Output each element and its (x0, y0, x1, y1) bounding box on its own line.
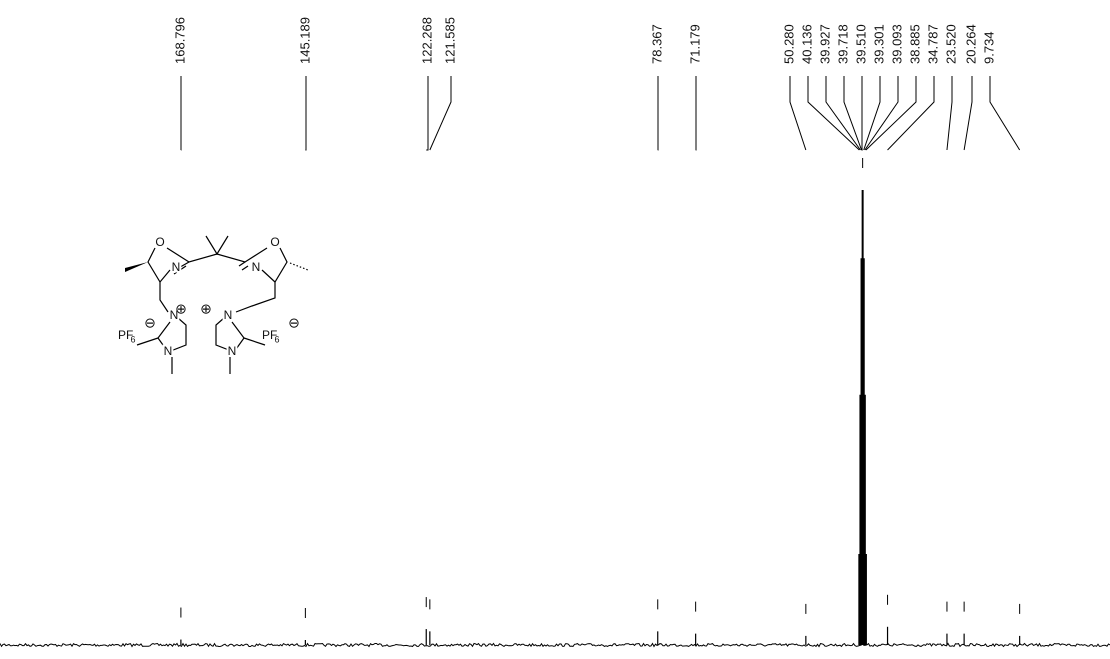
atom-label: 6 (274, 334, 279, 344)
baseline (0, 642, 1110, 648)
label-leader (863, 76, 881, 151)
bond (159, 282, 169, 313)
peak-label: 39.093 (889, 24, 904, 64)
peak-label: 122.268 (419, 17, 434, 64)
label-leader (305, 76, 307, 151)
bond (241, 265, 249, 271)
label-leader (825, 76, 861, 151)
peak-label: 23.520 (943, 24, 958, 64)
label-leader (963, 76, 973, 151)
peak-label: 20.264 (963, 24, 978, 64)
label-leader (426, 76, 429, 151)
ring (215, 317, 245, 353)
bond (147, 247, 171, 284)
label-leader (989, 76, 1021, 151)
peak-label: 50.280 (781, 24, 796, 64)
bond (243, 337, 266, 346)
label-leader (789, 76, 807, 151)
atom-label: PF (262, 328, 277, 342)
atom-label: N (224, 308, 233, 322)
label-leader (807, 76, 860, 151)
atom-label: N (170, 308, 179, 322)
peak-label: 34.787 (925, 24, 940, 64)
plot: 168.796 145.189 122.268 121.585 78.367 71.179… (0, 17, 1110, 648)
atom-label: N (164, 344, 173, 358)
label-leader (429, 76, 452, 151)
peak-label: 40.136 (799, 24, 814, 64)
peak-label: 39.510 (853, 24, 868, 64)
bond (238, 261, 246, 267)
atom-label: O (155, 235, 164, 249)
peak-label: 39.927 (817, 24, 832, 64)
bond (136, 337, 159, 346)
wedge (125, 262, 148, 272)
peak-label: 39.718 (835, 24, 850, 64)
atom-label: ⊕ (200, 301, 212, 317)
label-leader (861, 76, 863, 151)
peak-label: 38.885 (907, 24, 922, 64)
hash (289, 262, 309, 271)
atom-label: ⊕ (175, 301, 187, 317)
peak-label: 39.301 (871, 24, 886, 64)
peak-label: 9.734 (981, 31, 996, 64)
label-leader (946, 76, 953, 151)
label-leader (865, 76, 917, 151)
ring (157, 317, 187, 353)
peak-label: 71.179 (687, 24, 702, 64)
bond (261, 247, 288, 283)
label-leader (843, 76, 863, 151)
bond (235, 282, 276, 313)
bond (205, 235, 229, 256)
atom-label: N (228, 344, 237, 358)
label-leader (887, 76, 935, 151)
atom-label: PF (118, 328, 133, 342)
peak-label: 121.585 (442, 17, 457, 64)
atom-label: 6 (130, 334, 135, 344)
atom-label: ⊖ (144, 315, 156, 331)
peak-label: 78.367 (649, 24, 664, 64)
bond (173, 265, 187, 275)
peak-label: 145.189 (297, 17, 312, 64)
atom-label: ⊖ (288, 315, 300, 331)
label-leader (864, 76, 899, 151)
peak-label: 168.796 (172, 17, 187, 64)
bond (174, 261, 190, 271)
atom-label: N (172, 260, 181, 274)
atom-label: N (252, 260, 261, 274)
atom-label: O (270, 235, 279, 249)
